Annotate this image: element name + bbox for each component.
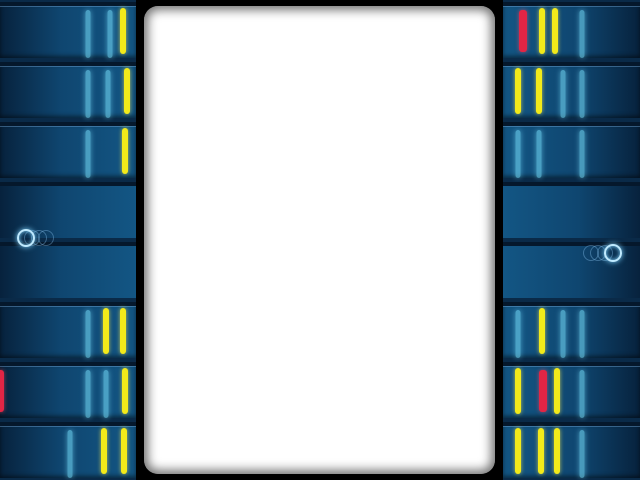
play-area-screen[interactable]: [144, 6, 495, 474]
left-lane-6-yellow-bar: [103, 308, 109, 354]
left-lane-divider: [0, 302, 136, 306]
left-lane-1-yellow-bar: [120, 8, 126, 54]
left-lane-6-ghost-bar: [85, 310, 91, 358]
left-lane-7-ghost-bar: [85, 370, 91, 418]
right-lane-divider: [503, 422, 640, 426]
left-lane-divider: [0, 362, 136, 366]
left-lane-8-yellow-bar: [101, 428, 107, 474]
left-lane-1-ghost-bar: [107, 10, 113, 58]
right-lane-6: [503, 306, 640, 358]
left-lane-1-ghost-bar: [85, 10, 91, 58]
left-lane-2-yellow-bar: [124, 68, 130, 114]
right-lane-1-yellow-bar: [539, 8, 545, 54]
right-lane-2-yellow-bar: [536, 68, 542, 114]
left-lane-3: [0, 126, 136, 178]
right-lane-divider: [503, 362, 640, 366]
left-lane-7-yellow-bar: [122, 368, 128, 414]
play-area-frame: [136, 0, 503, 480]
left-lane-5: [0, 246, 136, 298]
left-lane-6: [0, 306, 136, 358]
right-lane-divider: [503, 302, 640, 306]
left-lane-8-ghost-bar: [67, 430, 73, 478]
ring-shooter-icon[interactable]: [17, 229, 35, 247]
right-lane-8-yellow-bar: [554, 428, 560, 474]
right-lane-divider: [503, 2, 640, 6]
right-lane-6-yellow-bar: [539, 308, 545, 354]
right-lane-2-ghost-bar: [560, 70, 566, 118]
right-lane-7-yellow-bar: [554, 368, 560, 414]
left-lane-7: [0, 366, 136, 418]
right-lane-1-red-bar: [519, 10, 527, 52]
left-lane-2-ghost-bar: [85, 70, 91, 118]
ring-shooter-icon[interactable]: [604, 244, 622, 262]
right-lane-8-yellow-bar: [515, 428, 521, 474]
right-lane-2-ghost-bar: [579, 70, 585, 118]
right-lane-panel: [503, 0, 640, 480]
left-lane-8-yellow-bar: [121, 428, 127, 474]
right-lane-divider: [503, 182, 640, 186]
left-lane-2: [0, 66, 136, 118]
right-lane-7: [503, 366, 640, 418]
right-lane-8-yellow-bar: [538, 428, 544, 474]
right-lane-divider: [503, 122, 640, 126]
right-lane-6-ghost-bar: [579, 310, 585, 358]
left-lane-divider: [0, 122, 136, 126]
right-lane-divider: [503, 62, 640, 66]
right-lane-4: [503, 186, 640, 238]
left-lane-panel: [0, 0, 136, 480]
right-lane-8: [503, 426, 640, 478]
right-lane-6-ghost-bar: [515, 310, 521, 358]
right-lane-3-ghost-bar: [515, 130, 521, 178]
left-lane-divider: [0, 242, 136, 246]
left-lane-3-ghost-bar: [85, 130, 91, 178]
right-lane-7-ghost-bar: [579, 370, 585, 418]
right-lane-2-yellow-bar: [515, 68, 521, 114]
left-lane-6-yellow-bar: [120, 308, 126, 354]
right-lane-1: [503, 6, 640, 58]
left-lane-divider: [0, 62, 136, 66]
left-lane-7-ghost-bar: [103, 370, 109, 418]
right-lane-7-red-bar: [539, 370, 547, 412]
left-lane-divider: [0, 182, 136, 186]
right-lane-8-ghost-bar: [579, 430, 585, 478]
right-lane-3-ghost-bar: [536, 130, 542, 178]
left-lane-1: [0, 6, 136, 58]
left-lane-divider: [0, 422, 136, 426]
right-lane-7-yellow-bar: [515, 368, 521, 414]
right-lane-6-ghost-bar: [560, 310, 566, 358]
left-lane-8: [0, 426, 136, 478]
right-lane-divider: [503, 242, 640, 246]
right-lane-3: [503, 126, 640, 178]
left-lane-3-yellow-bar: [122, 128, 128, 174]
right-lane-1-yellow-bar: [552, 8, 558, 54]
left-lane-7-red-bar: [0, 370, 4, 412]
right-lane-1-ghost-bar: [579, 10, 585, 58]
left-lane-2-ghost-bar: [105, 70, 111, 118]
right-lane-3-ghost-bar: [579, 130, 585, 178]
left-lane-divider: [0, 2, 136, 6]
right-lane-2: [503, 66, 640, 118]
